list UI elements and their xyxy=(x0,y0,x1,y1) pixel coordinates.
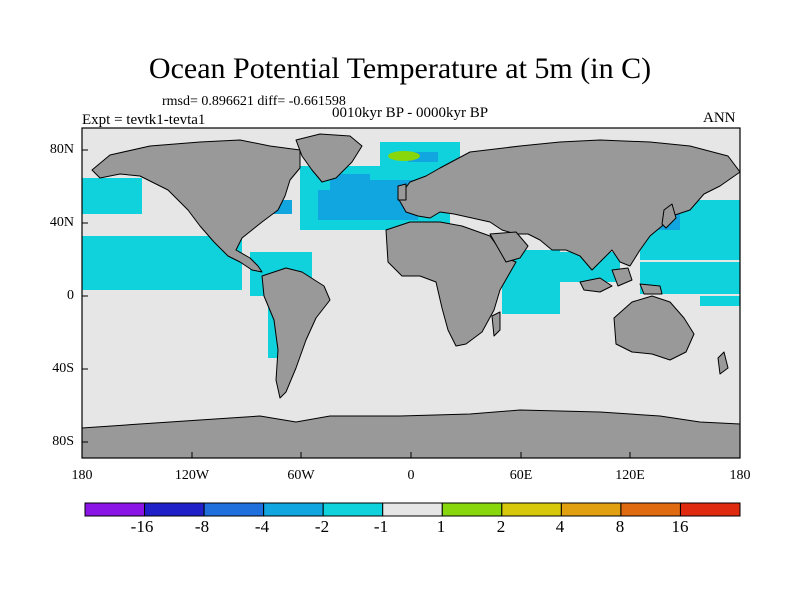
colorbar-label: 2 xyxy=(496,517,506,536)
great-britain xyxy=(397,183,407,201)
y-tick-label: 40N xyxy=(49,215,74,230)
colorbar-segment xyxy=(203,502,265,517)
maritime-continent xyxy=(579,277,613,293)
colorbar-segment xyxy=(144,502,205,517)
colorbar-segment xyxy=(441,502,503,517)
colorbar-segment xyxy=(382,502,443,517)
colorbar-segment xyxy=(560,502,622,517)
x-axis-ticks xyxy=(81,452,741,458)
y-tick-label: 40S xyxy=(52,361,74,376)
greenland xyxy=(295,133,363,183)
x-tick-label: 120E xyxy=(615,468,645,483)
arabia xyxy=(489,231,529,263)
eurasia xyxy=(397,139,740,271)
x-tick-label: 180 xyxy=(729,468,751,483)
north-america xyxy=(91,139,301,273)
x-tick-label: 60E xyxy=(509,468,533,483)
colorbar-segment xyxy=(620,502,681,517)
colorbar-label: 4 xyxy=(555,517,565,536)
y-axis-ticks xyxy=(82,149,88,443)
new-zealand xyxy=(717,351,729,375)
y-tick-label: 80S xyxy=(52,434,74,449)
time-period-label: 0010kyr BP - 0000kyr BP xyxy=(331,105,489,121)
plot-title: Ocean Potential Temperature at 5m (in C) xyxy=(148,52,652,85)
japan xyxy=(661,203,677,229)
colorbar-label: 8 xyxy=(615,517,625,536)
africa xyxy=(385,221,517,347)
y-tick-label: 80N xyxy=(49,142,74,157)
antarctica xyxy=(82,409,740,458)
colorbar-label: -1 xyxy=(373,517,389,536)
colorbar-segment xyxy=(322,502,384,517)
x-tick-label: 180 xyxy=(71,468,93,483)
colorbar-segment xyxy=(263,502,324,517)
colorbar-segment xyxy=(679,502,741,517)
madagascar xyxy=(491,311,501,337)
experiment-label: Expt = tevtk1-tevta1 xyxy=(82,112,206,128)
colorbar-segment xyxy=(501,502,562,517)
x-tick-label: 0 xyxy=(407,468,415,483)
australia xyxy=(613,295,695,361)
x-tick-label: 60W xyxy=(287,468,315,483)
rmsd-diff-stats: rmsd= 0.896621 diff= -0.661598 xyxy=(162,94,346,109)
x-tick-label: 120W xyxy=(174,468,210,483)
colorbar-label: -16 xyxy=(130,517,154,536)
colorbar-label: -4 xyxy=(254,517,270,536)
colorbar-label: -8 xyxy=(194,517,210,536)
season-label: ANN xyxy=(703,110,736,126)
colorbar-label: 1 xyxy=(436,517,446,536)
y-tick-label: 0 xyxy=(67,288,74,303)
anomaly-warming-patch xyxy=(388,151,420,161)
south-america xyxy=(261,267,331,399)
colorbar-label: -2 xyxy=(314,517,330,536)
colorbar-label: 16 xyxy=(671,517,689,536)
colorbar-segment xyxy=(84,502,146,517)
land-masses xyxy=(82,133,740,458)
